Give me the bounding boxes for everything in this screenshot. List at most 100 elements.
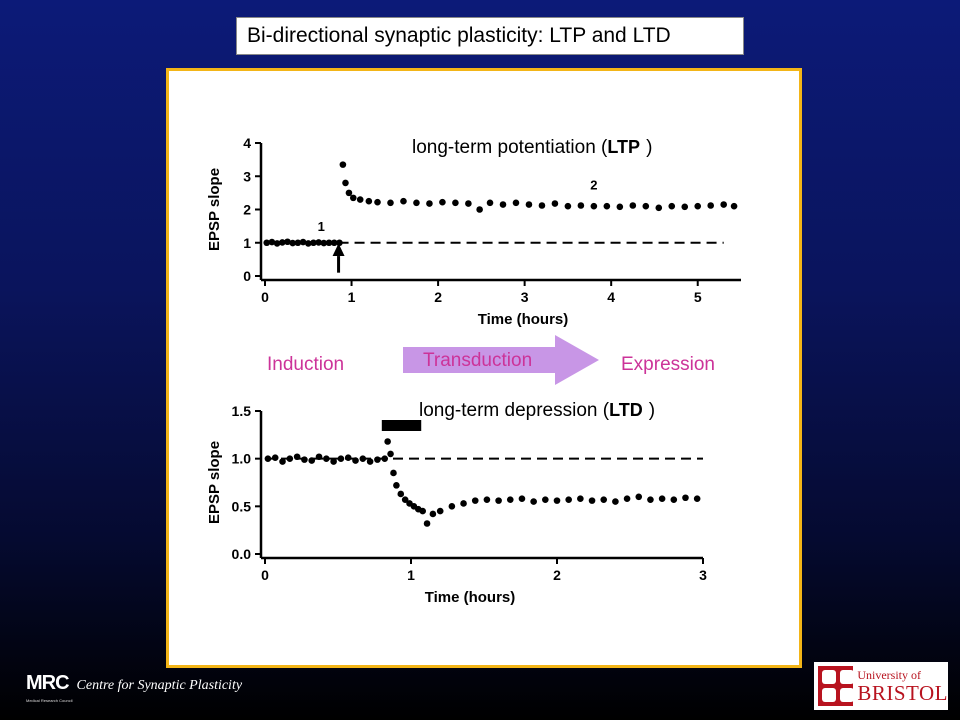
ltp-data-point — [551, 200, 559, 207]
ltp-data-point — [720, 201, 727, 208]
bristol-text: BRISTOL — [857, 680, 948, 705]
ltp-stimulus-arrow-head — [332, 243, 345, 257]
ltp-x-tick-label: 2 — [434, 289, 442, 305]
ltp-x-tick-label: 3 — [521, 289, 529, 305]
ltp-x-tick-label: 0 — [261, 289, 269, 305]
ltp-x-tick-label: 4 — [607, 289, 615, 305]
ltp-data-point — [681, 203, 689, 211]
ltd-data-point — [460, 500, 467, 507]
ltp-data-point — [452, 199, 459, 207]
induction-label: Induction — [267, 354, 344, 375]
ltd-data-point — [588, 497, 596, 504]
ltp-chart: 0 1 2 3 4 5 0 1 2 3 4 Time (hours) EPSP slope 1 2 — [206, 135, 741, 328]
ltd-data-point — [518, 495, 526, 503]
ltd-data-point — [423, 520, 431, 527]
ltd-data-point — [612, 498, 619, 505]
ltd-heading-prefix: long-term depression ( — [419, 400, 610, 421]
centre-name: Centre for Synaptic Plasticity — [76, 678, 243, 693]
ltp-data-point — [426, 200, 433, 207]
ltd-data-point — [387, 450, 394, 458]
ltd-data-point — [323, 455, 330, 462]
ltd-data-point — [359, 455, 367, 462]
ltd-y-tick-label: 0.5 — [232, 498, 252, 514]
ltp-data-point — [325, 239, 333, 247]
ltp-y-tick-label: 2 — [243, 202, 251, 218]
ltp-data-point — [284, 238, 291, 246]
ltp-data-point — [642, 202, 650, 210]
ltd-data-point — [600, 496, 608, 503]
transduction-arrow — [403, 335, 599, 385]
ltp-data-point — [304, 240, 312, 247]
ltd-data-point — [448, 503, 456, 510]
ltp-x-label: Time (hours) — [478, 311, 569, 328]
ltd-y-tick-label: 0.0 — [232, 546, 252, 562]
ltp-data-point — [387, 199, 394, 207]
ltd-data-point — [436, 507, 444, 515]
footer-left: MRC Medical Research Council Centre for … — [26, 672, 243, 703]
ltp-data-point — [439, 198, 446, 206]
ltp-data-point — [356, 196, 364, 203]
ltp-data-point — [413, 199, 420, 207]
ltp-data-point — [339, 161, 347, 168]
ltp-data-point — [310, 239, 317, 247]
svg-text:long-term depression (LTD): long-term depression (LTD) — [419, 400, 655, 421]
ltp-y-tick-label: 3 — [243, 168, 251, 184]
ltd-data-point — [344, 454, 352, 462]
ltp-data-point — [330, 239, 338, 247]
ltd-data-point — [577, 495, 584, 503]
ltp-data-point — [279, 239, 286, 246]
ltp-y-tick-label: 1 — [243, 235, 251, 251]
ltp-data-point — [476, 206, 483, 213]
ltd-data-point — [506, 496, 514, 503]
ltp-data-point — [564, 202, 572, 210]
ltp-data-point — [345, 189, 353, 197]
ltd-data-point — [658, 495, 666, 503]
ltd-data-point — [301, 456, 308, 463]
ltp-data-point — [320, 239, 328, 247]
ltp-data-point — [294, 239, 302, 247]
ltp-data-point — [342, 179, 349, 187]
ltp-data-point — [730, 202, 738, 210]
ltp-y-tick-label: 4 — [243, 135, 251, 151]
ltp-marker-1: 1 — [318, 219, 325, 234]
plasticity-figure: long-term potentiation (LTP) long-term d… — [206, 135, 741, 606]
ltd-data-point — [352, 457, 359, 464]
ltd-data-point — [308, 457, 316, 464]
ltp-data-point — [538, 202, 546, 209]
ltp-data-point — [268, 238, 276, 246]
ltp-data-point — [289, 239, 296, 247]
ltp-data-point — [349, 194, 357, 202]
expression-label: Expression — [621, 354, 715, 375]
ltp-data-point — [525, 201, 533, 208]
ltp-y-tick-label: 0 — [243, 268, 251, 284]
ltd-data-point — [635, 493, 643, 501]
ltd-chart: 0 1 2 3 0.0 0.5 1.0 1.5 Time (hours) EPSP slope — [206, 403, 707, 606]
ltd-x-tick-label: 1 — [407, 567, 415, 583]
ltd-data-point — [397, 490, 405, 498]
ltd-heading-abbr: LTD — [609, 400, 643, 420]
ltd-data-point — [542, 496, 549, 503]
ltd-x-tick-label: 3 — [699, 567, 707, 583]
slide-title: Bi-directional synaptic plasticity: LTP … — [236, 17, 744, 55]
ltd-data-point — [553, 497, 561, 504]
ltd-data-point — [315, 453, 323, 461]
ltp-y-label: EPSP slope — [206, 168, 223, 251]
ltp-data-point — [499, 201, 507, 208]
ltp-heading-suffix: ) — [646, 137, 652, 158]
university-logo: University of BRISTOL — [814, 662, 948, 710]
ltp-data-point — [707, 202, 715, 209]
ltp-heading-prefix: long-term potentiation ( — [412, 137, 608, 158]
ltd-y-tick-label: 1.0 — [232, 451, 252, 467]
ltp-data-point — [577, 202, 585, 209]
ltd-data-point — [390, 469, 397, 477]
ltp-data-point — [365, 197, 373, 205]
ltp-data-point — [273, 240, 281, 247]
ltd-data-point — [682, 494, 689, 502]
ltd-data-point — [401, 496, 409, 503]
university-of-text: University of — [857, 667, 922, 682]
ltd-data-point — [286, 455, 294, 462]
ltp-x-tick-label: 1 — [348, 289, 356, 305]
ltd-data-point — [330, 458, 337, 465]
ltd-data-point — [393, 482, 400, 489]
ltd-data-point — [623, 495, 631, 503]
